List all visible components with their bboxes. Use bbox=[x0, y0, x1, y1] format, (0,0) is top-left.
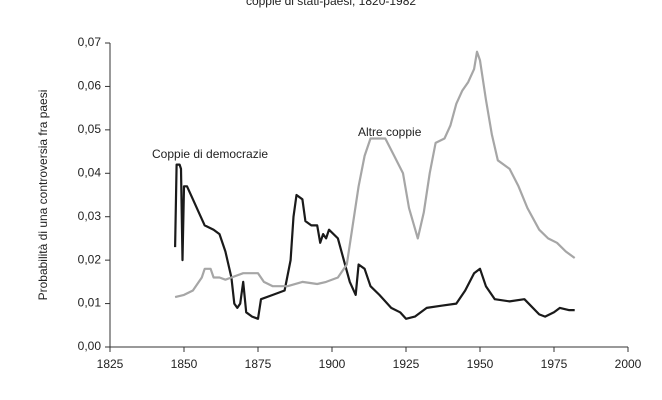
y-tick-label: 0,07 bbox=[78, 35, 102, 49]
x-tick-label: 1900 bbox=[319, 357, 346, 371]
chart-title: coppie di stati-paesi, 1820-1982 bbox=[246, 0, 416, 8]
line-series bbox=[174, 163, 575, 320]
y-tick-label: 0,00 bbox=[78, 339, 102, 353]
y-tick-label: 0,06 bbox=[78, 79, 102, 93]
y-axis-label: Probabilità di una controversia fra paes… bbox=[36, 90, 50, 301]
line-series bbox=[174, 50, 576, 299]
y-tick-label: 0,05 bbox=[78, 122, 102, 136]
x-tick-label: 1850 bbox=[171, 357, 198, 371]
x-tick-label: 1875 bbox=[245, 357, 272, 371]
x-tick-label: 1825 bbox=[97, 357, 124, 371]
y-tick-label: 0,04 bbox=[78, 165, 102, 179]
x-tick-label: 1950 bbox=[467, 357, 494, 371]
y-tick-label: 0,01 bbox=[78, 296, 102, 310]
y-tick-label: 0,02 bbox=[78, 252, 102, 266]
x-tick-label: 1975 bbox=[541, 357, 568, 371]
x-tick-label: 2000 bbox=[615, 357, 642, 371]
x-tick-label: 1925 bbox=[393, 357, 420, 371]
series-label: Altre coppie bbox=[358, 125, 422, 139]
y-tick-label: 0,03 bbox=[78, 209, 102, 223]
series-label: Coppie di democrazie bbox=[152, 147, 268, 161]
